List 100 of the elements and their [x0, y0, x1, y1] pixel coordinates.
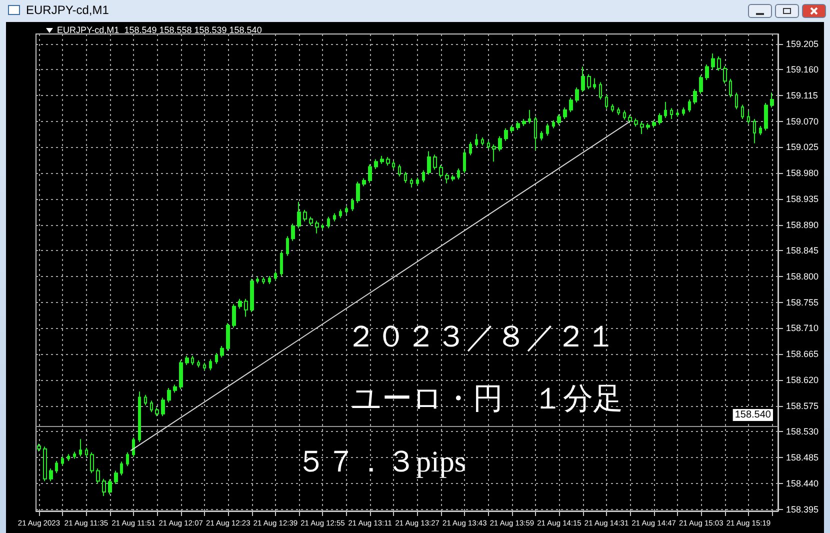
y-tick-label: 158.755 — [786, 297, 819, 308]
annotation: ２０２３／８／２１ — [346, 320, 616, 354]
candlestick — [386, 156, 390, 166]
candlestick — [85, 447, 88, 458]
candlestick — [481, 136, 484, 146]
candlestick — [173, 384, 177, 394]
candlestick — [427, 150, 431, 176]
candlestick — [475, 134, 478, 148]
candlestick — [575, 86, 579, 103]
y-tick-label: 158.485 — [786, 452, 819, 463]
candlestick — [351, 198, 354, 212]
y-tick-label: 158.530 — [786, 426, 819, 437]
candlestick — [96, 468, 100, 484]
candlestick — [309, 216, 313, 226]
candlestick — [770, 92, 774, 108]
y-tick-label: 158.710 — [786, 323, 819, 334]
candlestick — [132, 436, 135, 458]
candlestick — [457, 168, 460, 180]
candlestick — [161, 397, 165, 417]
candlestick — [327, 216, 330, 229]
candlestick — [114, 470, 118, 484]
candlestick — [79, 438, 82, 457]
candlestick — [623, 110, 626, 120]
candlestick — [563, 107, 567, 120]
candlestick — [717, 56, 721, 72]
candlestick — [43, 446, 47, 482]
candlestick — [404, 171, 407, 184]
candlestick — [333, 212, 336, 222]
candlestick — [67, 454, 70, 462]
candlestick — [534, 116, 537, 151]
candlestick — [339, 208, 342, 218]
candlestick — [759, 125, 762, 136]
candlestick — [303, 209, 307, 222]
candlestick — [587, 74, 591, 90]
candlestick — [557, 114, 561, 126]
candlestick — [90, 452, 94, 474]
candlestick — [410, 178, 413, 188]
y-tick-label: 158.800 — [786, 272, 819, 282]
candlestick — [422, 170, 425, 183]
candlestick — [380, 155, 384, 164]
candlestick — [108, 478, 112, 495]
candlestick — [185, 355, 189, 366]
candlestick — [593, 78, 596, 90]
candlestick — [179, 360, 183, 390]
candlestick — [492, 144, 496, 162]
y-tick-label: 158.980 — [786, 168, 819, 178]
y-tick-label: 159.070 — [786, 116, 819, 126]
candlestick — [439, 164, 443, 178]
candlestick — [209, 358, 212, 371]
y-tick-label: 159.025 — [786, 142, 819, 152]
candlestick — [711, 53, 715, 70]
candlestick — [688, 99, 691, 113]
y-tick-label: 158.935 — [786, 194, 819, 204]
candlestick — [398, 164, 401, 178]
candlestick — [345, 206, 348, 214]
candlestick — [315, 220, 319, 234]
annotation: ５７．３pips — [296, 446, 466, 478]
candlestick — [611, 104, 614, 113]
y-tick-label: 159.115 — [786, 90, 818, 100]
candlestick — [516, 120, 520, 130]
candlestick — [356, 181, 360, 204]
candlestick — [747, 110, 750, 124]
candlestick — [167, 388, 171, 403]
candlestick — [297, 201, 301, 229]
candlestick — [120, 461, 123, 476]
candlestick — [374, 158, 378, 170]
y-tick-label: 158.395 — [786, 504, 819, 514]
candlestick — [640, 121, 644, 134]
candlestick — [676, 110, 679, 118]
candlestick — [628, 114, 632, 124]
candlestick — [664, 101, 667, 118]
candlestick — [416, 177, 419, 186]
candlestick — [280, 250, 283, 276]
candlestick — [658, 112, 662, 126]
y-tick-label: 158.620 — [786, 374, 819, 385]
candlestick — [540, 130, 543, 141]
candlestick — [150, 400, 153, 413]
candlestick — [463, 150, 466, 174]
candlestick — [451, 174, 455, 182]
chart-subtitle: EURJPY-cd,M1 158.549 158.558 158.539 158.540 — [57, 25, 262, 35]
candlestick — [469, 142, 472, 156]
candlestick — [49, 468, 53, 482]
candlestick — [729, 78, 732, 98]
candlestick — [723, 66, 727, 84]
candlestick — [61, 456, 64, 466]
candlestick — [652, 120, 656, 128]
candlestick — [238, 298, 242, 310]
ref-line-label: 158.540 — [734, 409, 772, 420]
candlestick — [605, 94, 608, 110]
candlestick — [256, 276, 259, 284]
candlestick — [764, 102, 768, 132]
candlestick — [274, 270, 277, 282]
candlestick — [699, 74, 703, 94]
candlestick — [73, 451, 76, 460]
candlestick — [191, 355, 194, 366]
candlestick — [693, 88, 697, 105]
candlestick — [445, 172, 449, 184]
candlestick — [646, 122, 650, 130]
y-tick-label: 158.845 — [786, 246, 819, 256]
candlestick — [144, 394, 147, 406]
